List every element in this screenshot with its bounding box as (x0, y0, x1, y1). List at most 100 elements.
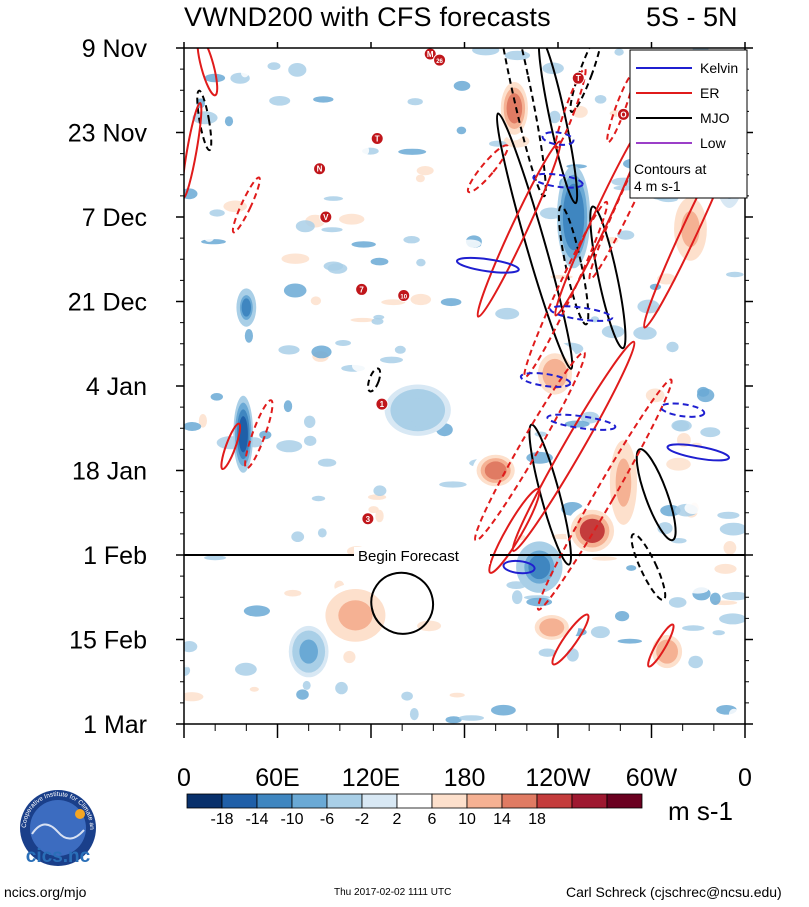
colorbar-tick-label: 6 (428, 811, 437, 828)
anomaly-speckle (728, 708, 740, 720)
anomaly-speckle (672, 420, 690, 432)
anomaly-speckle (531, 713, 552, 719)
anomaly-speckle (666, 341, 679, 353)
legend-note-line2: 4 m s-1 (634, 178, 681, 194)
anomaly-speckle (626, 565, 637, 571)
legend-label-kelvin: Kelvin (700, 60, 738, 76)
anomaly-speckle (265, 276, 282, 285)
anomaly-speckle (416, 521, 431, 534)
anomaly-speckle (485, 638, 502, 646)
footer-url[interactable]: ncics.org/mjo (4, 884, 87, 900)
anomaly-speckle (449, 420, 477, 430)
anomaly-speckle (697, 422, 723, 428)
anomaly-speckle (643, 706, 659, 717)
anomaly-speckle (594, 51, 622, 64)
contour-mjo (569, 48, 603, 113)
colorbar-swatch (291, 793, 328, 809)
contour-er (488, 487, 541, 574)
storm-marker (313, 162, 327, 176)
anomaly-speckle (201, 239, 226, 245)
colorbar-tick-label: -10 (280, 811, 303, 828)
storm-marker-label: T (375, 135, 380, 144)
anomaly-speckle (264, 390, 276, 404)
contour-er (184, 102, 203, 200)
anomaly-speckle (436, 67, 446, 76)
contour-er (466, 144, 509, 194)
anomaly-speckle (235, 662, 257, 676)
x-tick-label: 60W (626, 764, 678, 792)
contour-er (231, 176, 261, 234)
y-tick-label: 18 Jan (72, 458, 147, 486)
x-tick-label: 0 (738, 764, 752, 792)
anomaly-speckle (296, 689, 309, 700)
anomaly-speckle (398, 148, 427, 155)
anomaly-speckle (244, 329, 253, 343)
anomaly-speckle (313, 96, 334, 103)
anomaly-speckle (248, 626, 269, 632)
anomaly-speckle (707, 701, 720, 714)
anomaly-blob (542, 358, 568, 390)
anomaly-speckle (453, 80, 471, 91)
anomaly-speckle (721, 591, 745, 601)
chart-region-label: 5S - 5N (646, 2, 738, 32)
storm-marker (375, 397, 389, 411)
anomaly-speckle (668, 597, 687, 608)
storm-marker (361, 512, 375, 526)
x-tick-label: 60E (255, 764, 299, 792)
contour-mjo (537, 48, 579, 205)
anomaly-speckle (407, 98, 423, 106)
anomaly-speckle (495, 307, 520, 320)
anomaly-speckle (276, 440, 303, 453)
contour-er (220, 422, 242, 471)
anomaly-speckle (491, 704, 516, 716)
anomaly-speckle (434, 111, 448, 119)
anomaly-blob (299, 639, 318, 664)
anomaly-speckle (339, 213, 365, 225)
anomaly-speckle (370, 257, 389, 266)
anomaly-speckle (670, 497, 696, 504)
anomaly-speckle (590, 626, 610, 639)
anomaly-speckle (269, 96, 291, 106)
anomaly-speckle (713, 641, 741, 653)
anomaly-speckle (374, 569, 401, 574)
anomaly-blob (579, 518, 605, 543)
anomaly-blob (681, 210, 700, 248)
anomaly-speckle (440, 298, 462, 307)
anomaly-speckle (566, 648, 579, 662)
anomaly-speckle (198, 414, 207, 428)
anomaly-blob (338, 600, 373, 631)
anomaly-speckle (719, 522, 745, 536)
colorbar: -18 -14 -10 -6 -2 2 6 10 14 18 (186, 793, 643, 828)
anomaly-speckle (394, 345, 406, 354)
footer-author[interactable]: Carl Schreck (cjschrec@ncsu.edu) (566, 884, 782, 900)
anomaly-speckle (352, 359, 373, 373)
contour-mjo (635, 448, 677, 542)
anomaly-speckle (417, 620, 442, 632)
anomaly-speckle (335, 340, 351, 346)
anomaly-speckle (462, 225, 483, 236)
colorbar-tick-label: -14 (245, 811, 268, 828)
anomaly-speckle (682, 625, 705, 631)
anomaly-blob (565, 192, 582, 242)
anomaly-speckle (184, 663, 199, 668)
storm-marker-label: 3 (366, 515, 371, 524)
anomaly-speckle (240, 68, 249, 78)
anomaly-speckle (489, 140, 507, 147)
anomaly-speckle (210, 393, 223, 401)
anomaly-speckle (617, 230, 635, 240)
anomaly-speckle (327, 263, 348, 274)
anomaly-speckle (491, 384, 507, 397)
anomaly-speckle (712, 630, 725, 636)
storm-marker-label: 7 (359, 285, 364, 294)
anomaly-speckle (416, 258, 426, 267)
anomaly-speckle (686, 584, 709, 594)
anomaly-speckle (454, 704, 472, 714)
anomaly-speckle (201, 661, 223, 675)
contour-er (536, 378, 673, 611)
legend-note-line1: Contours at (634, 161, 706, 177)
anomaly-speckle (230, 239, 240, 250)
anomaly-speckle (184, 607, 190, 619)
anomaly-speckle (714, 563, 737, 574)
anomaly-blob (539, 618, 565, 637)
